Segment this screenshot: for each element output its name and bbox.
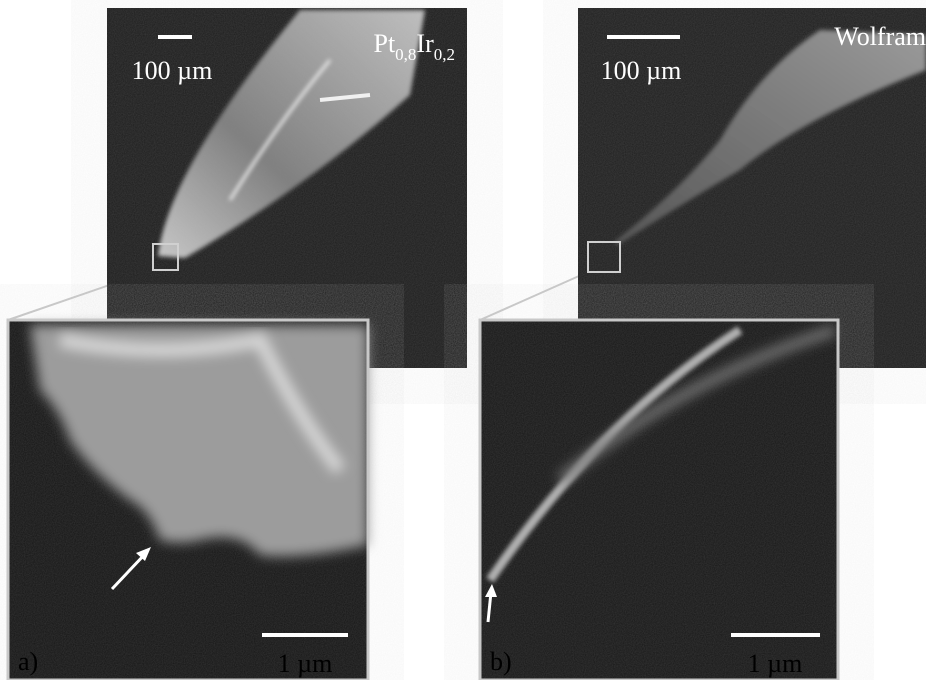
text-part: 0,2 [434,45,455,64]
scale-label: 100 µm [132,56,213,85]
inset-image-b: 1 µm b) [480,320,838,680]
text-part: Ir [416,29,434,58]
scale-label: 1 µm [278,649,333,678]
panel-label: a) [18,647,38,676]
inset-image-a: 1 µm a) [8,320,368,680]
text-part: Pt [373,29,395,58]
text-part: 0,8 [395,45,416,64]
panel-label: b) [490,647,512,676]
overview-image-b: 100 µm Wolfram [578,8,926,368]
scale-label: 1 µm [748,649,803,678]
material-label: Wolfram [834,22,926,51]
figure: 100 µm Pt0,8Ir0,2 100 µm Wolfram 1 µm a) [0,0,926,680]
overview-image-a: 100 µm Pt0,8Ir0,2 [107,8,467,368]
scale-label: 100 µm [601,56,682,85]
